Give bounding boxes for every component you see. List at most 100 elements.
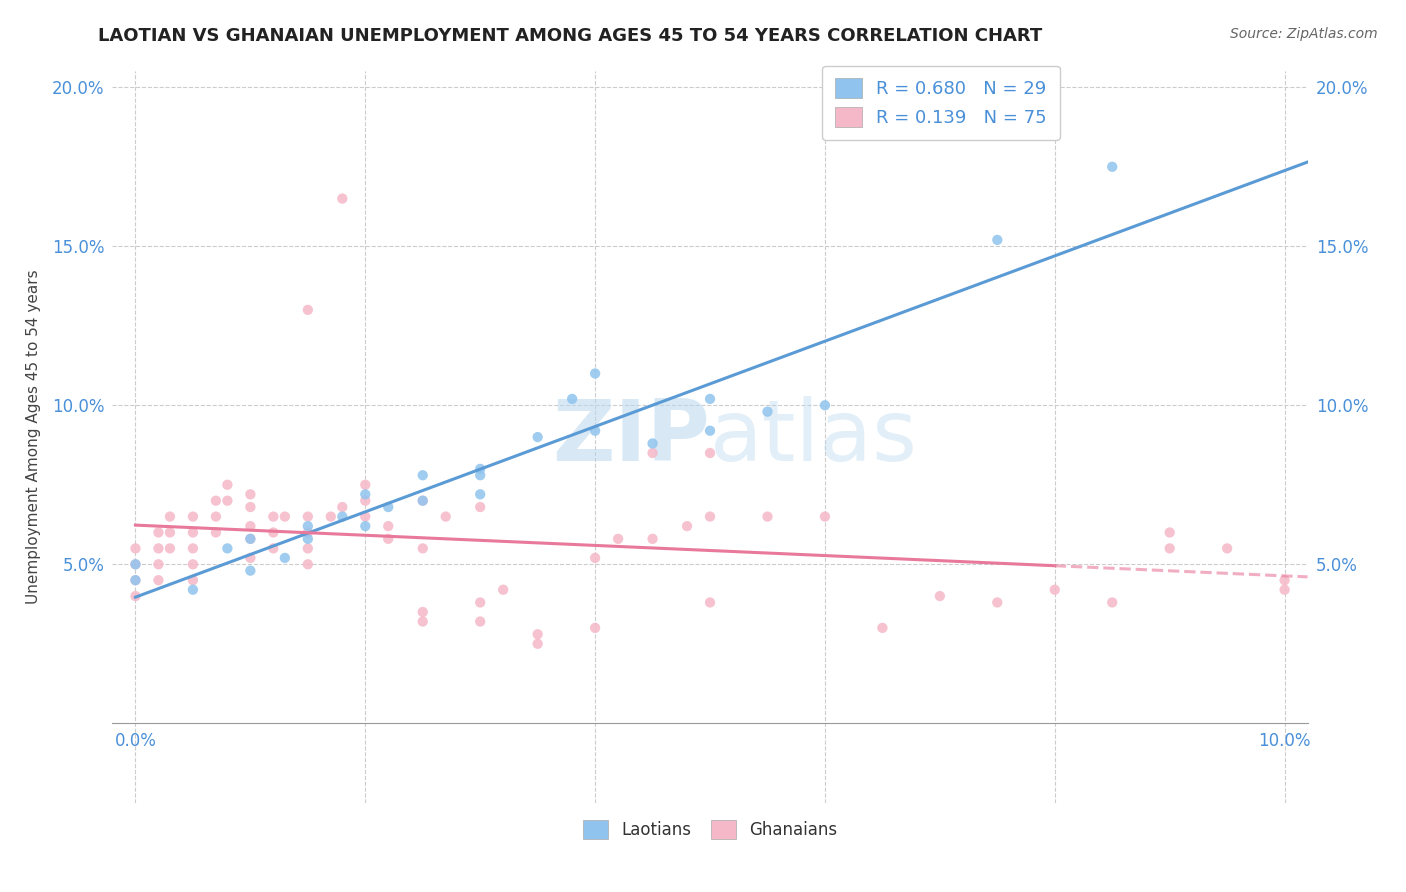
Text: Source: ZipAtlas.com: Source: ZipAtlas.com: [1230, 27, 1378, 41]
Point: [297, 302, 319, 317]
Point: [159, 525, 181, 540]
Point: [217, 541, 239, 556]
Point: [148, 558, 170, 572]
Text: LAOTIAN VS GHANAIAN UNEMPLOYMENT AMONG AGES 45 TO 54 YEARS CORRELATION CHART: LAOTIAN VS GHANAIAN UNEMPLOYMENT AMONG A…: [98, 27, 1043, 45]
Point: [205, 525, 228, 540]
Point: [412, 493, 434, 508]
Point: [262, 509, 284, 524]
Point: [274, 509, 297, 524]
Point: [124, 573, 146, 587]
Point: [583, 424, 606, 438]
Point: [262, 541, 284, 556]
Point: [217, 477, 239, 491]
Point: [412, 493, 434, 508]
Point: [148, 525, 170, 540]
Point: [470, 615, 492, 629]
Point: [470, 468, 492, 483]
Point: [470, 462, 492, 476]
Point: [1274, 573, 1296, 587]
Point: [377, 532, 399, 546]
Point: [1101, 595, 1123, 609]
Point: [297, 525, 319, 540]
Point: [928, 589, 950, 603]
Point: [181, 525, 204, 540]
Point: [354, 487, 377, 501]
Point: [159, 541, 181, 556]
Point: [641, 446, 664, 460]
Point: [124, 541, 146, 556]
Point: [872, 621, 894, 635]
Point: [583, 550, 606, 565]
Text: ZIP: ZIP: [553, 395, 710, 479]
Point: [274, 550, 297, 565]
Point: [262, 525, 284, 540]
Point: [330, 500, 353, 514]
Point: [239, 487, 262, 501]
Point: [1216, 541, 1239, 556]
Point: [641, 532, 664, 546]
Point: [181, 541, 204, 556]
Point: [205, 509, 228, 524]
Point: [148, 573, 170, 587]
Point: [1043, 582, 1066, 597]
Point: [1159, 541, 1181, 556]
Point: [676, 519, 699, 533]
Point: [814, 509, 837, 524]
Point: [583, 367, 606, 381]
Point: [239, 519, 262, 533]
Point: [148, 541, 170, 556]
Legend: Laotians, Ghanaians: Laotians, Ghanaians: [576, 814, 844, 846]
Point: [986, 233, 1008, 247]
Point: [699, 424, 721, 438]
Point: [470, 500, 492, 514]
Point: [377, 519, 399, 533]
Point: [181, 573, 204, 587]
Point: [1274, 582, 1296, 597]
Y-axis label: Unemployment Among Ages 45 to 54 years: Unemployment Among Ages 45 to 54 years: [25, 269, 41, 605]
Point: [699, 392, 721, 406]
Point: [526, 637, 548, 651]
Point: [412, 468, 434, 483]
Point: [470, 595, 492, 609]
Point: [526, 430, 548, 444]
Point: [526, 627, 548, 641]
Point: [239, 532, 262, 546]
Point: [124, 558, 146, 572]
Point: [124, 589, 146, 603]
Point: [583, 621, 606, 635]
Point: [607, 532, 630, 546]
Point: [412, 605, 434, 619]
Point: [159, 509, 181, 524]
Point: [181, 582, 204, 597]
Point: [354, 477, 377, 491]
Point: [699, 509, 721, 524]
Point: [1101, 160, 1123, 174]
Point: [297, 558, 319, 572]
Point: [297, 532, 319, 546]
Point: [297, 541, 319, 556]
Point: [814, 398, 837, 412]
Point: [412, 541, 434, 556]
Point: [319, 509, 342, 524]
Point: [239, 500, 262, 514]
Point: [354, 493, 377, 508]
Point: [756, 404, 779, 418]
Point: [124, 558, 146, 572]
Point: [239, 532, 262, 546]
Point: [354, 509, 377, 524]
Point: [124, 573, 146, 587]
Text: atlas: atlas: [710, 395, 918, 479]
Point: [330, 192, 353, 206]
Point: [297, 509, 319, 524]
Point: [217, 493, 239, 508]
Point: [239, 564, 262, 578]
Point: [470, 487, 492, 501]
Point: [297, 519, 319, 533]
Point: [641, 436, 664, 450]
Point: [434, 509, 457, 524]
Point: [330, 509, 353, 524]
Point: [412, 615, 434, 629]
Point: [561, 392, 583, 406]
Point: [699, 446, 721, 460]
Point: [1159, 525, 1181, 540]
